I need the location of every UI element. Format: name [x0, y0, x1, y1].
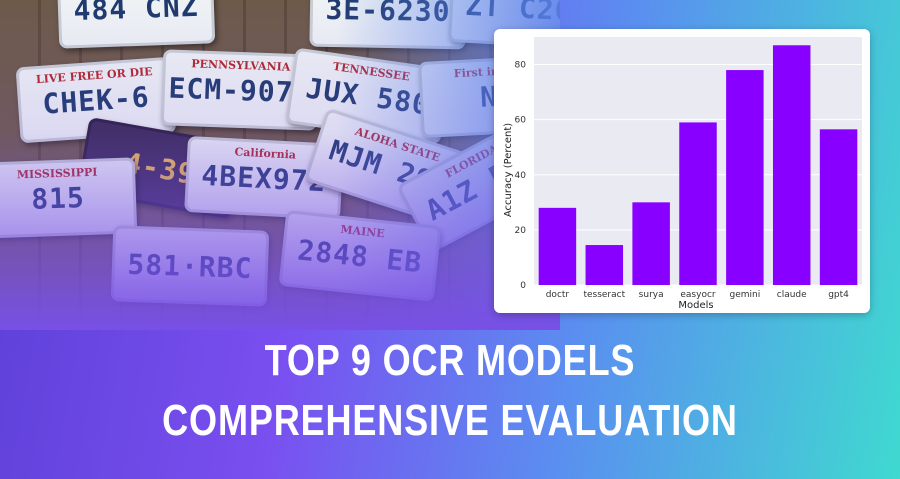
plate-state — [116, 232, 266, 237]
license-plate: 4-39 — [76, 117, 244, 219]
bar-doctr — [538, 207, 577, 285]
plate-number: 581·RBC — [126, 247, 254, 285]
license-plate: TENNESSEE JUX 580 — [285, 47, 451, 145]
headline-subtitle: COMPREHENSIVE EVALUATION — [162, 396, 738, 445]
plate-number: 2848 EB — [296, 233, 424, 279]
plate-state: MISSISSIPPI — [16, 165, 98, 182]
x-tick-label: surya — [639, 290, 664, 300]
license-plate: California 4BEX972 — [184, 135, 344, 221]
bar-claude — [772, 45, 811, 286]
bars — [538, 45, 858, 286]
license-plate: 581·RBC — [110, 225, 270, 307]
x-tick-label: gpt4 — [828, 290, 849, 300]
y-tick-label: 80 — [515, 61, 527, 71]
plate-number: 4BEX972 — [200, 158, 328, 198]
plate-state: LIVE FREE OR DIE — [35, 65, 154, 87]
plate-state: MAINE — [339, 222, 386, 241]
plate-state: ALOHA STATE — [353, 124, 442, 165]
y-tick-label: 20 — [515, 226, 527, 236]
plate-state: California — [234, 145, 297, 162]
plate-number: 484 CNZ — [72, 0, 200, 27]
license-plate: ALOHA STATE 3E-6230 — [309, 0, 467, 50]
plate-state: TENNESSEE — [332, 59, 411, 84]
accuracy-chart-card: 0 20 40 60 80 doctr tesseract surya easyocr gemi… — [494, 29, 870, 313]
license-plate: South Carolina 484 CNZ — [56, 0, 216, 49]
y-tick-label: 60 — [515, 116, 527, 126]
y-tick-labels: 0 20 40 60 80 — [515, 61, 527, 291]
bar-tesseract — [585, 245, 624, 285]
plate-state — [92, 124, 240, 150]
bar-easyocr — [679, 122, 717, 285]
license-plate: PENNSYLVANIA ECM-9076 — [160, 49, 320, 131]
x-tick-label: tesseract — [583, 290, 625, 300]
plate-number: ECM-9076 — [168, 71, 312, 109]
x-tick-label: gemini — [729, 290, 760, 300]
license-plates-photo: South Carolina 484 CNZ ALOHA STATE 3E-62… — [0, 0, 560, 330]
plate-number: 4-39 — [121, 145, 199, 191]
plate-number: 3E-6230 — [325, 0, 451, 28]
plate-state: PENNSYLVANIA — [191, 57, 291, 74]
accuracy-bar-chart: 0 20 40 60 80 doctr tesseract surya easyocr gemi… — [503, 37, 862, 311]
plate-number: 815 — [30, 180, 86, 216]
license-plate: MAINE 2848 EB — [278, 210, 442, 302]
x-axis-label: Models — [678, 300, 713, 311]
bar-gpt4 — [819, 129, 858, 285]
headline-title: TOP 9 OCR MODELS — [264, 336, 636, 385]
plate-number: CHEK-6 — [41, 79, 151, 121]
plate-number: MJM 296 — [325, 132, 455, 204]
bar-surya — [632, 202, 670, 285]
plate-number: ZT C205 — [464, 0, 560, 28]
y-tick-label: 40 — [515, 171, 527, 181]
plate-number: JUX 580 — [303, 70, 433, 122]
license-plate: LIVE FREE OR DIE CHEK-6 — [15, 56, 177, 144]
y-axis-label: Accuracy (Percent) — [503, 123, 514, 217]
x-tick-label: claude — [777, 290, 807, 300]
x-tick-labels: doctr tesseract surya easyocr gemini claude gp… — [546, 290, 849, 300]
x-tick-label: doctr — [546, 290, 570, 300]
y-tick-label: 0 — [520, 281, 526, 291]
license-plate: MISSISSIPPI 815 — [0, 157, 138, 239]
license-plate: ALOHA STATE MJM 296 — [304, 107, 476, 229]
x-tick-label: easyocr — [680, 290, 716, 300]
bar-gemini — [726, 70, 764, 285]
